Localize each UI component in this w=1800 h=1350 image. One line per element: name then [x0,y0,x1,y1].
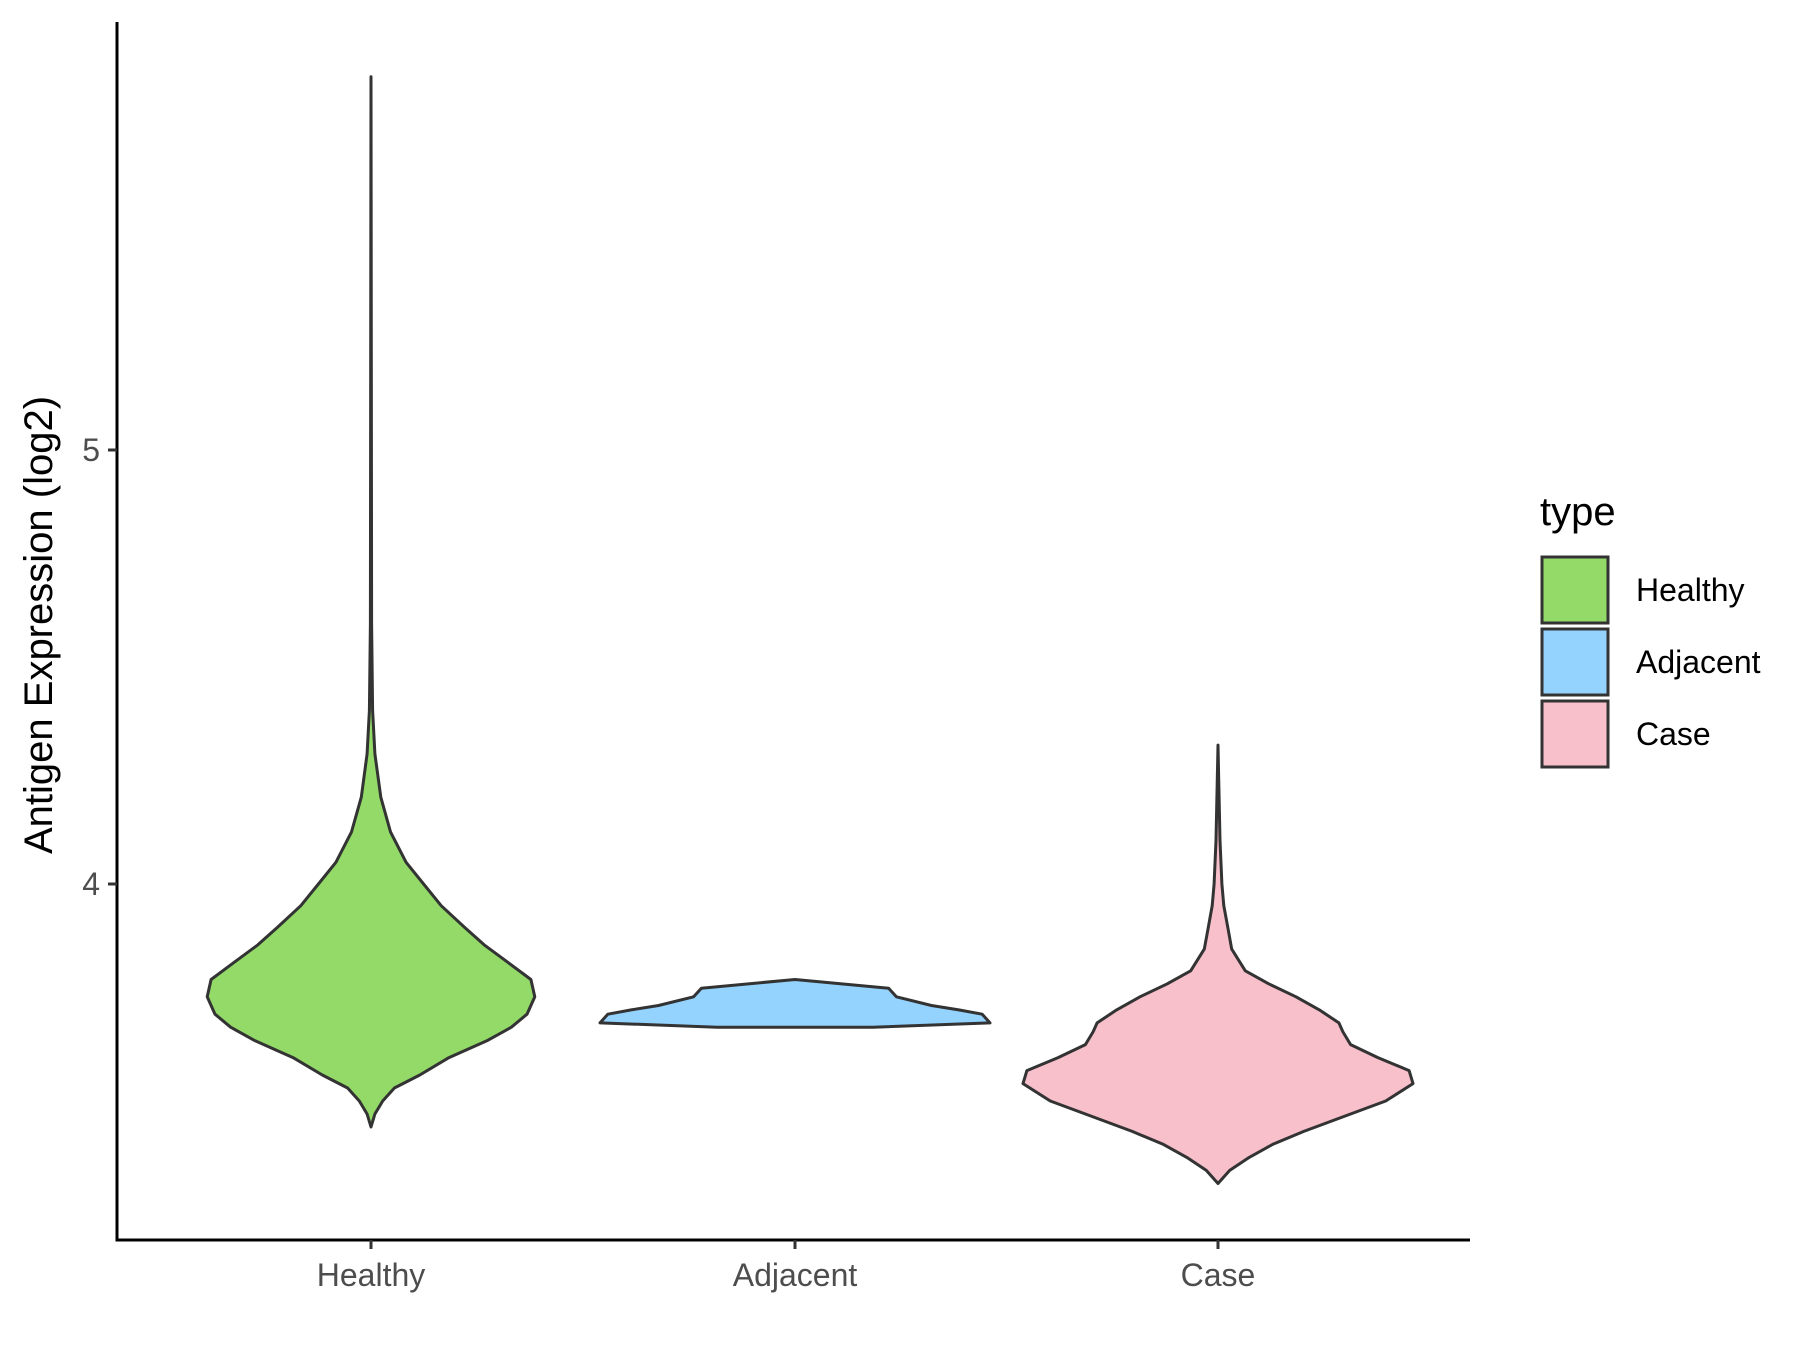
y-tick-label: 4 [82,866,100,902]
violin-case [1021,743,1415,1185]
legend-label-case: Case [1636,716,1711,752]
legend: type Healthy Adjacent Case [1540,490,1761,769]
y-tick-label: 5 [82,432,100,468]
legend-key-healthy [1540,555,1610,625]
x-tick-label: Case [1181,1257,1256,1293]
violin-healthy [205,75,537,1129]
x-axis-ticks: Healthy Adjacent Case [317,1240,1256,1293]
legend-key-case [1540,699,1610,769]
violin-adjacent [598,978,992,1029]
legend-title: type [1540,490,1616,534]
x-tick-label: Adjacent [733,1257,858,1293]
y-axis-ticks: 45 [82,432,117,902]
y-axis-title: Antigen Expression (log2) [17,396,61,854]
x-tick-label: Healthy [317,1257,426,1293]
legend-key-adjacent [1540,627,1610,697]
legend-label-adjacent: Adjacent [1636,644,1761,680]
violin-layer [205,75,1415,1185]
legend-label-healthy: Healthy [1636,572,1745,608]
